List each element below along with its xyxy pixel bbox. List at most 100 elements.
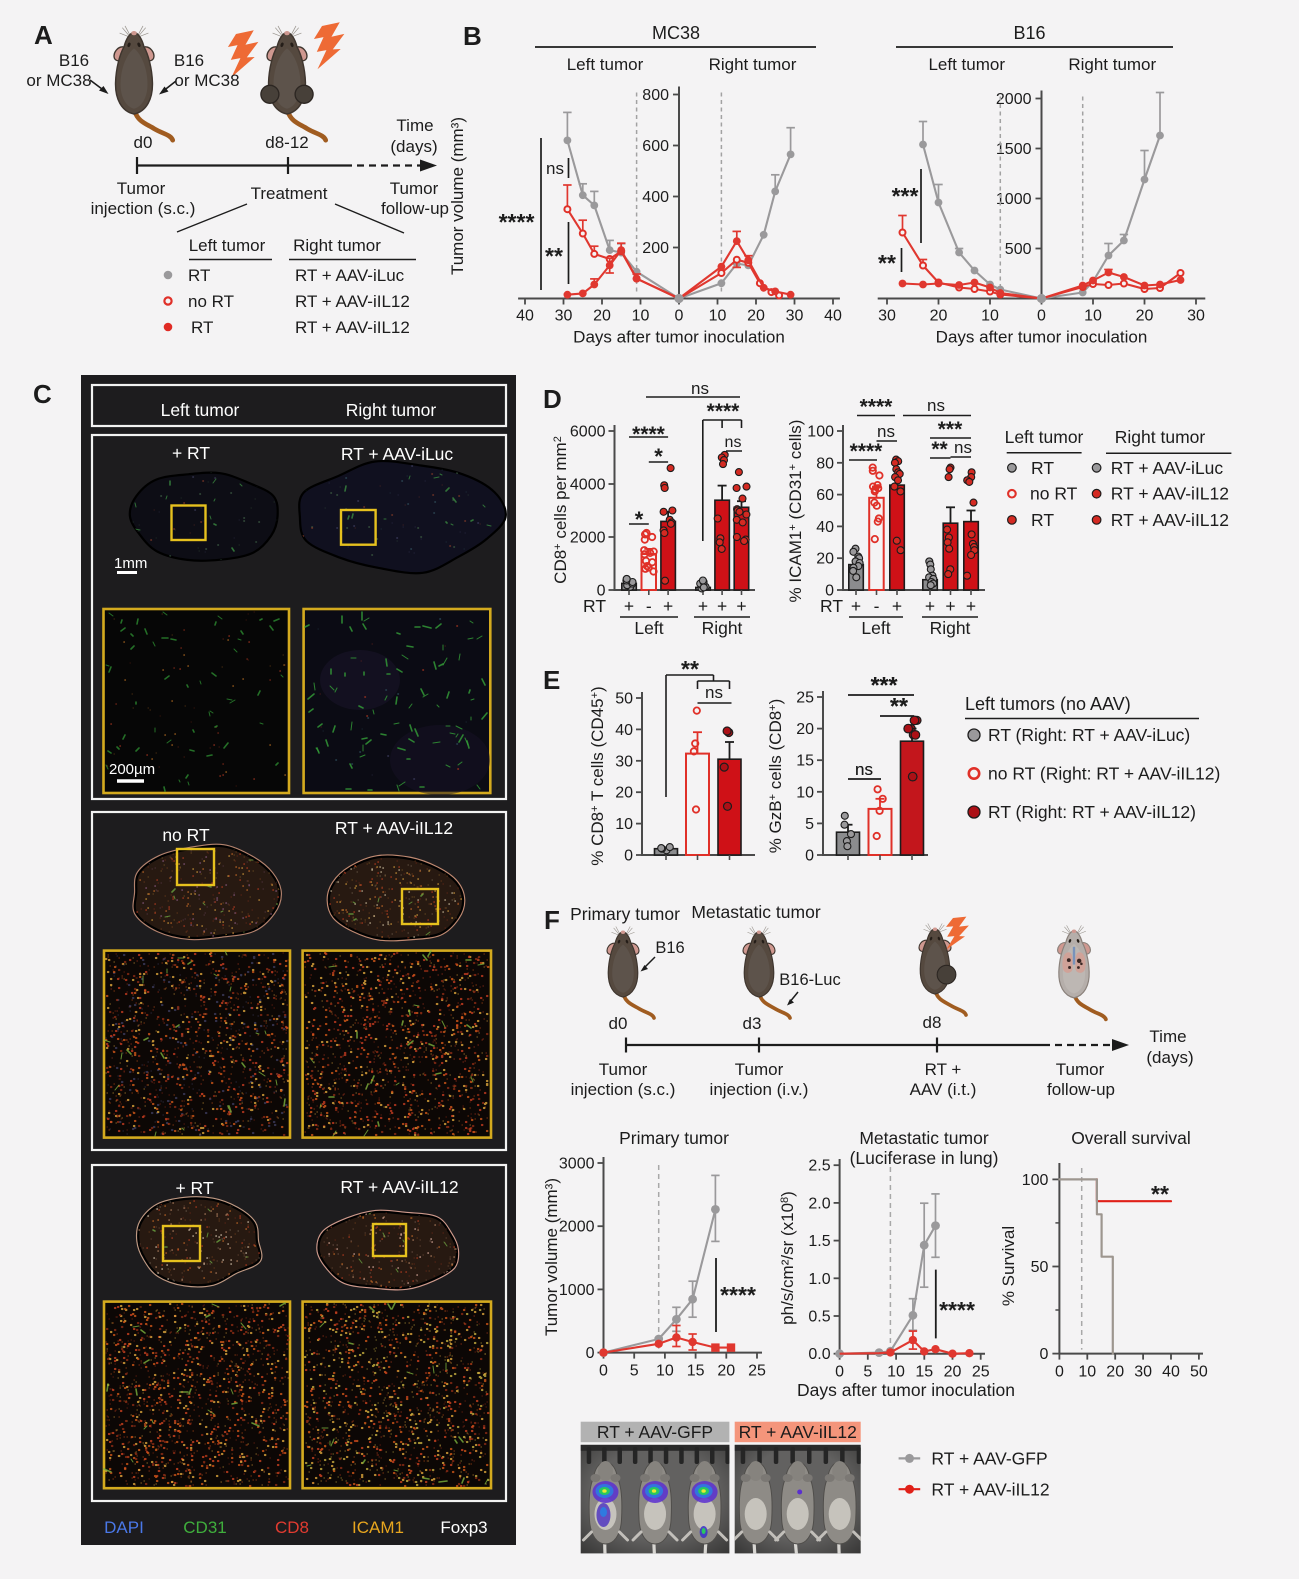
svg-text:% GzB+ cells (CD8+): % GzB+ cells (CD8+) bbox=[766, 699, 785, 854]
svg-text:0: 0 bbox=[835, 1364, 844, 1381]
svg-text:2000: 2000 bbox=[996, 91, 1032, 108]
svg-text:10: 10 bbox=[1084, 308, 1102, 325]
svg-text:ph/s/cm²/sr (x108): ph/s/cm²/sr (x108) bbox=[778, 1191, 797, 1325]
svg-text:Overall survival: Overall survival bbox=[1071, 1128, 1191, 1148]
svg-text:or MC38: or MC38 bbox=[174, 71, 239, 90]
svg-text:no RT (Right: RT + AAV-iIL12): no RT (Right: RT + AAV-iIL12) bbox=[988, 764, 1220, 784]
svg-text:Tumor: Tumor bbox=[1056, 1060, 1105, 1079]
svg-text:0: 0 bbox=[624, 848, 633, 865]
svg-text:Days after tumor inoculation: Days after tumor inoculation bbox=[797, 1380, 1015, 1400]
svg-text:**: ** bbox=[890, 693, 908, 719]
svg-text:40: 40 bbox=[516, 308, 534, 325]
svg-text:+: + bbox=[717, 596, 727, 616]
svg-text:20: 20 bbox=[747, 308, 765, 325]
svg-text:2.0: 2.0 bbox=[808, 1195, 830, 1212]
svg-text:follow-up: follow-up bbox=[381, 199, 449, 218]
svg-text:RT + AAV-iIL12: RT + AAV-iIL12 bbox=[335, 818, 453, 838]
svg-text:5: 5 bbox=[863, 1364, 872, 1381]
svg-text:+ RT: + RT bbox=[175, 1178, 213, 1198]
svg-text:Left: Left bbox=[634, 618, 663, 638]
svg-text:Time: Time bbox=[1149, 1027, 1186, 1046]
svg-text:RT + AAV-iLuc: RT + AAV-iLuc bbox=[1111, 458, 1224, 478]
svg-text:Tumor volume (mm³): Tumor volume (mm³) bbox=[542, 1178, 561, 1336]
svg-text:0.5: 0.5 bbox=[808, 1309, 830, 1326]
svg-text:Time: Time bbox=[396, 116, 433, 135]
svg-text:RT (Right: RT + AAV-iIL12): RT (Right: RT + AAV-iIL12) bbox=[988, 802, 1196, 822]
svg-text:Left: Left bbox=[861, 618, 890, 638]
svg-text:ns: ns bbox=[691, 379, 709, 398]
svg-text:2.5: 2.5 bbox=[808, 1158, 830, 1175]
svg-text:30: 30 bbox=[555, 308, 573, 325]
svg-text:****: **** bbox=[632, 423, 666, 446]
svg-text:AAV (i.t.): AAV (i.t.) bbox=[910, 1080, 977, 1099]
svg-text:D: D bbox=[543, 384, 562, 414]
svg-text:0: 0 bbox=[597, 583, 606, 600]
svg-text:****: **** bbox=[720, 1282, 756, 1308]
svg-text:20: 20 bbox=[593, 308, 611, 325]
svg-text:0.0: 0.0 bbox=[808, 1346, 830, 1363]
svg-text:RT + AAV-iIL12: RT + AAV-iIL12 bbox=[1111, 484, 1229, 504]
svg-text:E: E bbox=[543, 665, 560, 695]
svg-text:B16: B16 bbox=[655, 939, 684, 957]
svg-text:6000: 6000 bbox=[570, 424, 606, 441]
svg-text:ns: ns bbox=[546, 159, 564, 178]
svg-text:0: 0 bbox=[1039, 1346, 1048, 1363]
svg-text:MC38: MC38 bbox=[652, 23, 700, 43]
svg-text:5: 5 bbox=[805, 816, 814, 833]
svg-text:10: 10 bbox=[887, 1364, 905, 1381]
svg-text:500: 500 bbox=[1005, 241, 1032, 258]
svg-text:+: + bbox=[925, 596, 935, 616]
svg-text:Right: Right bbox=[702, 618, 743, 638]
svg-text:30: 30 bbox=[786, 308, 804, 325]
svg-text:****: **** bbox=[939, 1297, 975, 1323]
svg-text:30: 30 bbox=[1134, 1364, 1152, 1381]
svg-text:2000: 2000 bbox=[559, 1219, 595, 1236]
svg-text:RT + AAV-iIL12: RT + AAV-iIL12 bbox=[1111, 510, 1229, 530]
svg-text:Right tumor: Right tumor bbox=[1115, 427, 1206, 447]
svg-text:10: 10 bbox=[981, 308, 999, 325]
svg-text:0: 0 bbox=[825, 583, 834, 600]
svg-text:20: 20 bbox=[796, 721, 814, 738]
svg-text:d0: d0 bbox=[609, 1014, 628, 1033]
svg-text:30: 30 bbox=[878, 308, 896, 325]
svg-text:Right tumor: Right tumor bbox=[293, 236, 381, 255]
svg-text:injection (s.c.): injection (s.c.) bbox=[571, 1080, 676, 1099]
svg-text:100: 100 bbox=[807, 424, 834, 441]
svg-text:Left tumor: Left tumor bbox=[567, 55, 644, 74]
svg-text:RT + AAV-GFP: RT + AAV-GFP bbox=[931, 1449, 1047, 1469]
svg-text:40: 40 bbox=[824, 308, 842, 325]
svg-text:ns: ns bbox=[725, 434, 742, 451]
svg-text:600: 600 bbox=[642, 138, 669, 155]
svg-text:*: * bbox=[635, 507, 644, 532]
svg-text:d8-12: d8-12 bbox=[265, 133, 308, 152]
svg-text:ns: ns bbox=[855, 760, 873, 779]
svg-text:25: 25 bbox=[972, 1364, 990, 1381]
svg-text:200: 200 bbox=[642, 240, 669, 257]
svg-text:RT + AAV-iIL12: RT + AAV-iIL12 bbox=[295, 292, 410, 311]
svg-text:-: - bbox=[874, 596, 880, 616]
svg-text:0: 0 bbox=[1037, 308, 1046, 325]
svg-text:Foxp3: Foxp3 bbox=[440, 1518, 487, 1537]
svg-text:+: + bbox=[736, 596, 746, 616]
svg-text:25: 25 bbox=[748, 1363, 766, 1380]
svg-text:Tumor: Tumor bbox=[390, 179, 439, 198]
svg-text:+: + bbox=[892, 596, 902, 616]
svg-text:Left tumors (no AAV): Left tumors (no AAV) bbox=[965, 694, 1131, 714]
svg-text:**: ** bbox=[931, 438, 948, 461]
svg-text:50: 50 bbox=[1031, 1259, 1049, 1276]
svg-text:Days after tumor inoculation: Days after tumor inoculation bbox=[936, 328, 1148, 347]
svg-text:follow-up: follow-up bbox=[1047, 1080, 1115, 1099]
svg-text:+: + bbox=[698, 596, 708, 616]
svg-text:RT + AAV-iIL12: RT + AAV-iIL12 bbox=[931, 1479, 1049, 1499]
svg-text:DAPI: DAPI bbox=[104, 1518, 144, 1537]
svg-text:or MC38: or MC38 bbox=[26, 71, 91, 90]
svg-text:RT + AAV-iIL12: RT + AAV-iIL12 bbox=[295, 318, 410, 337]
svg-text:60: 60 bbox=[816, 487, 834, 504]
svg-text:10: 10 bbox=[1078, 1364, 1096, 1381]
svg-text:Tumor: Tumor bbox=[735, 1060, 784, 1079]
svg-text:**: ** bbox=[545, 243, 563, 269]
svg-text:40: 40 bbox=[1162, 1364, 1180, 1381]
svg-text:10: 10 bbox=[709, 308, 727, 325]
svg-text:1500: 1500 bbox=[996, 141, 1032, 158]
svg-text:***: *** bbox=[892, 183, 919, 209]
